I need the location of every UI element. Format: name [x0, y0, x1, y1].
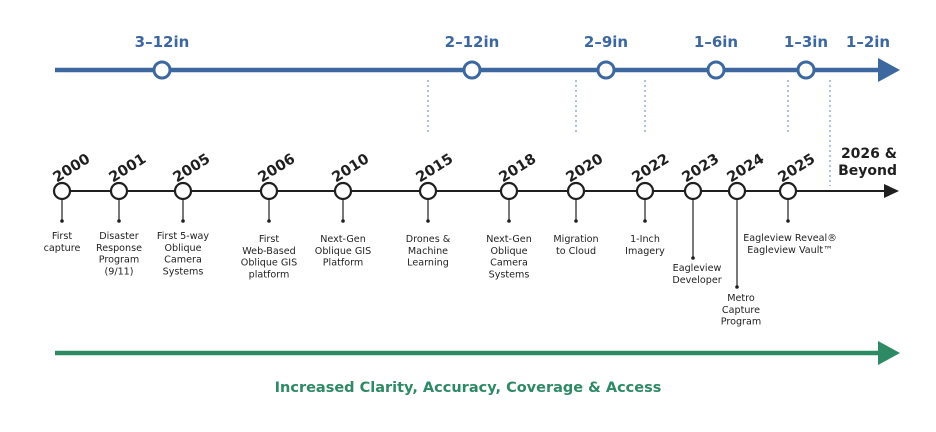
- event-label: Eagleview Reveal®: [743, 233, 837, 244]
- resolution-label: 1–2in: [846, 33, 890, 51]
- event-label: Imagery: [625, 246, 665, 257]
- resolution-marker: [596, 60, 616, 80]
- event-stem-dot: [507, 219, 511, 223]
- future-label: 2026 &: [841, 146, 897, 162]
- resolution-track: 3–12in 2–12in 2–9in 1–6in 1–3in 1–2in: [55, 33, 900, 82]
- resolution-label: 2–12in: [445, 33, 500, 51]
- milestone-marker: [333, 181, 353, 201]
- event-label: Oblique: [164, 243, 201, 254]
- event-label: Systems: [489, 269, 530, 280]
- event-label: Next-Gen: [486, 234, 532, 245]
- milestone-marker: [635, 181, 655, 201]
- event-label: First 5-way: [157, 231, 210, 242]
- year-label: 2025: [776, 151, 819, 186]
- year-label: 2005: [171, 151, 214, 186]
- event-label: capture: [44, 243, 81, 254]
- event-label: Camera: [164, 255, 202, 266]
- event-stem-dot: [426, 219, 430, 223]
- resolution-label: 2–9in: [584, 33, 628, 51]
- event-label: (9/11): [104, 266, 133, 277]
- event-label: Learning: [407, 258, 449, 269]
- event-label: Next-Gen: [320, 234, 366, 245]
- event-label: Oblique GIS: [241, 258, 297, 269]
- event-label: Web-Based: [242, 246, 296, 257]
- year-label: 2022: [630, 151, 673, 186]
- event-label: Machine: [408, 246, 448, 257]
- event-label: Systems: [163, 266, 204, 277]
- event-stem-dot: [786, 219, 790, 223]
- event-label: Eagleview: [673, 263, 722, 274]
- event-label: First: [259, 234, 279, 245]
- event-label: Drones &: [406, 234, 451, 245]
- milestone-marker: [173, 181, 193, 201]
- year-label: 2018: [497, 151, 540, 186]
- footer-caption: Increased Clarity, Accuracy, Coverage & …: [275, 380, 662, 396]
- event-label: Camera: [490, 258, 528, 269]
- resolution-marker: [796, 60, 816, 80]
- future-label: Beyond: [838, 163, 897, 179]
- milestone-marker: [727, 181, 747, 201]
- event-label: Migration: [553, 234, 598, 245]
- event-label: Eagleview Vault™: [747, 245, 833, 256]
- event-stem-dot: [117, 219, 121, 223]
- event-label: Capture: [722, 305, 760, 316]
- milestone-marker: [259, 181, 279, 201]
- event-label: Metro: [727, 293, 755, 304]
- resolution-marker: [152, 60, 172, 80]
- event-label: Response: [96, 243, 142, 254]
- resolution-marker: [706, 60, 726, 80]
- year-label: 2020: [564, 151, 607, 186]
- event-stem-dot: [341, 219, 345, 223]
- event-label: to Cloud: [556, 246, 596, 257]
- event-label: platform: [249, 269, 290, 280]
- event-label: Developer: [672, 275, 721, 286]
- year-label: 2015: [414, 151, 457, 186]
- event-stem-dot: [60, 219, 64, 223]
- event-stem-dot: [181, 219, 185, 223]
- event-stem-dot: [267, 219, 271, 223]
- event-label: Program: [99, 255, 139, 266]
- event-label: Disaster: [99, 231, 139, 242]
- timeline-arrow-head: [884, 184, 899, 198]
- milestone-marker: [499, 181, 519, 201]
- event-stem-dot: [574, 219, 578, 223]
- resolution-arrow-head: [878, 58, 900, 82]
- year-label: 2000: [51, 151, 94, 186]
- year-label: 2024: [725, 151, 768, 186]
- event-label: 1-Inch: [630, 234, 660, 245]
- milestone-marker: [418, 181, 438, 201]
- timeline-track: 2000Firstcapture2001DisasterResponseProg…: [44, 146, 899, 328]
- event-label: Platform: [323, 258, 363, 269]
- resolution-marker: [462, 60, 482, 80]
- footer-arrow-head: [878, 341, 900, 365]
- event-label: Oblique GIS: [315, 246, 371, 257]
- event-label: Oblique: [490, 246, 527, 257]
- event-stem-dot: [643, 219, 647, 223]
- footer-band: Increased Clarity, Accuracy, Coverage & …: [55, 341, 900, 396]
- milestone-marker: [683, 181, 703, 201]
- year-label: 2023: [680, 151, 723, 186]
- resolution-label: 3–12in: [135, 33, 190, 51]
- event-stem-dot: [691, 256, 695, 260]
- dotted-guides: [427, 80, 831, 186]
- year-label: 2010: [330, 151, 373, 186]
- year-label: 2006: [256, 151, 299, 186]
- resolution-label: 1–6in: [694, 33, 738, 51]
- milestone-marker: [109, 181, 129, 201]
- resolution-label: 1–3in: [784, 33, 828, 51]
- milestone-marker: [566, 181, 586, 201]
- milestone-marker: [52, 181, 72, 201]
- milestone-marker: [778, 181, 798, 201]
- event-label: First: [52, 231, 72, 242]
- event-stem-dot: [735, 285, 739, 289]
- year-label: 2001: [107, 151, 150, 186]
- event-label: Program: [721, 317, 761, 328]
